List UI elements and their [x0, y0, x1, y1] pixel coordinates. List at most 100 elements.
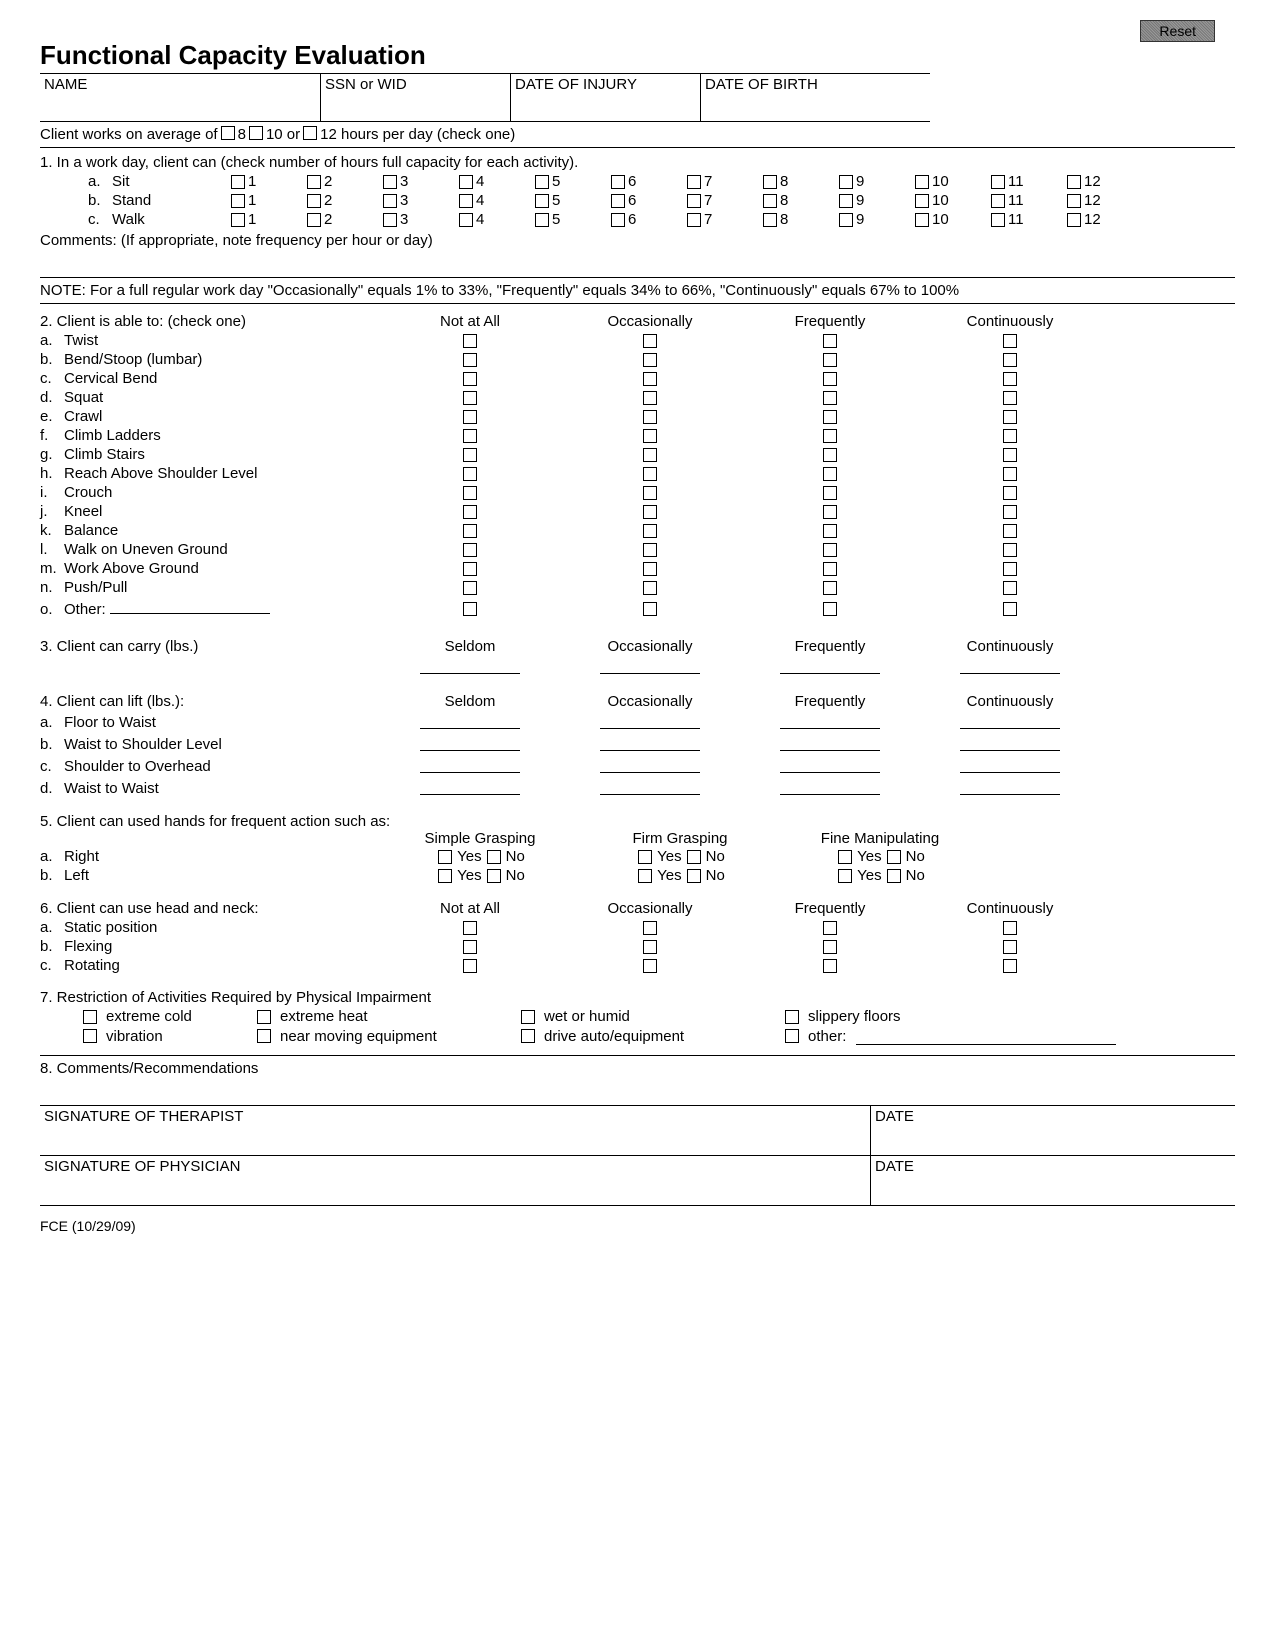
q1-stand-10[interactable]: [915, 194, 929, 208]
q2-2-chk-0[interactable]: [463, 372, 477, 386]
q6-0-chk-2[interactable]: [823, 921, 837, 935]
checkbox-12hr[interactable]: [303, 126, 317, 140]
q5-1-0-yes[interactable]: [438, 869, 452, 883]
q5-1-0-no[interactable]: [487, 869, 501, 883]
q2-5-chk-3[interactable]: [1003, 429, 1017, 443]
q4-3-input-0[interactable]: [420, 777, 520, 795]
q4-0-input-1[interactable]: [600, 711, 700, 729]
sig-therapist[interactable]: SIGNATURE OF THERAPIST: [40, 1106, 870, 1155]
q5-0-1-yes[interactable]: [638, 850, 652, 864]
q2-14-chk-1[interactable]: [643, 602, 657, 616]
q7-chk-vibration[interactable]: [83, 1029, 97, 1043]
q2-4-chk-1[interactable]: [643, 410, 657, 424]
q4-3-input-3[interactable]: [960, 777, 1060, 795]
checkbox-8hr[interactable]: [221, 126, 235, 140]
field-ssn[interactable]: SSN or WID: [320, 73, 510, 122]
q1-stand-7[interactable]: [687, 194, 701, 208]
q2-9-chk-3[interactable]: [1003, 505, 1017, 519]
q2-0-chk-2[interactable]: [823, 334, 837, 348]
q2-11-chk-3[interactable]: [1003, 543, 1017, 557]
q4-1-input-2[interactable]: [780, 733, 880, 751]
q4-1-input-0[interactable]: [420, 733, 520, 751]
q1-sit-6[interactable]: [611, 175, 625, 189]
q5-0-1-no[interactable]: [687, 850, 701, 864]
q1-sit-4[interactable]: [459, 175, 473, 189]
q7-other-input[interactable]: [856, 1027, 1116, 1045]
q2-3-chk-3[interactable]: [1003, 391, 1017, 405]
q5-0-2-no[interactable]: [887, 850, 901, 864]
q1-stand-9[interactable]: [839, 194, 853, 208]
q1-walk-9[interactable]: [839, 213, 853, 227]
q1-sit-12[interactable]: [1067, 175, 1081, 189]
q2-4-chk-2[interactable]: [823, 410, 837, 424]
q1-walk-6[interactable]: [611, 213, 625, 227]
q1-sit-9[interactable]: [839, 175, 853, 189]
q5-1-2-no[interactable]: [887, 869, 901, 883]
checkbox-10hr[interactable]: [249, 126, 263, 140]
q1-stand-3[interactable]: [383, 194, 397, 208]
q2-8-chk-2[interactable]: [823, 486, 837, 500]
q6-2-chk-3[interactable]: [1003, 959, 1017, 973]
q6-1-chk-0[interactable]: [463, 940, 477, 954]
q1-sit-11[interactable]: [991, 175, 1005, 189]
q2-13-chk-2[interactable]: [823, 581, 837, 595]
q1-sit-1[interactable]: [231, 175, 245, 189]
q2-13-chk-0[interactable]: [463, 581, 477, 595]
q2-5-chk-2[interactable]: [823, 429, 837, 443]
q1-sit-7[interactable]: [687, 175, 701, 189]
q4-0-input-0[interactable]: [420, 711, 520, 729]
q1-walk-11[interactable]: [991, 213, 1005, 227]
q1-walk-1[interactable]: [231, 213, 245, 227]
q2-0-chk-3[interactable]: [1003, 334, 1017, 348]
q6-2-chk-0[interactable]: [463, 959, 477, 973]
q6-0-chk-0[interactable]: [463, 921, 477, 935]
q1-stand-2[interactable]: [307, 194, 321, 208]
q2-4-chk-3[interactable]: [1003, 410, 1017, 424]
q2-11-chk-2[interactable]: [823, 543, 837, 557]
q5-1-1-no[interactable]: [687, 869, 701, 883]
q5-1-2-yes[interactable]: [838, 869, 852, 883]
q2-6-chk-0[interactable]: [463, 448, 477, 462]
q4-0-input-2[interactable]: [780, 711, 880, 729]
q1-stand-1[interactable]: [231, 194, 245, 208]
q2-other-input[interactable]: [110, 598, 270, 614]
q1-stand-6[interactable]: [611, 194, 625, 208]
q2-14-chk-0[interactable]: [463, 602, 477, 616]
q2-7-chk-3[interactable]: [1003, 467, 1017, 481]
q2-7-chk-1[interactable]: [643, 467, 657, 481]
q2-1-chk-3[interactable]: [1003, 353, 1017, 367]
q2-7-chk-0[interactable]: [463, 467, 477, 481]
q4-2-input-0[interactable]: [420, 755, 520, 773]
q2-1-chk-1[interactable]: [643, 353, 657, 367]
q1-stand-5[interactable]: [535, 194, 549, 208]
q2-5-chk-0[interactable]: [463, 429, 477, 443]
q7-chk-near moving equipment[interactable]: [257, 1029, 271, 1043]
q2-13-chk-1[interactable]: [643, 581, 657, 595]
q4-3-input-2[interactable]: [780, 777, 880, 795]
field-name[interactable]: NAME: [40, 73, 320, 122]
q2-9-chk-2[interactable]: [823, 505, 837, 519]
q2-3-chk-2[interactable]: [823, 391, 837, 405]
q5-0-0-no[interactable]: [487, 850, 501, 864]
q1-sit-10[interactable]: [915, 175, 929, 189]
field-dob[interactable]: DATE OF BIRTH: [700, 73, 930, 122]
q7-chk-extreme cold[interactable]: [83, 1010, 97, 1024]
q1-walk-2[interactable]: [307, 213, 321, 227]
q2-10-chk-3[interactable]: [1003, 524, 1017, 538]
q2-10-chk-0[interactable]: [463, 524, 477, 538]
sig-physician-date[interactable]: DATE: [870, 1156, 1235, 1205]
q2-9-chk-1[interactable]: [643, 505, 657, 519]
q2-8-chk-3[interactable]: [1003, 486, 1017, 500]
q2-14-chk-2[interactable]: [823, 602, 837, 616]
q1-stand-4[interactable]: [459, 194, 473, 208]
q6-0-chk-3[interactable]: [1003, 921, 1017, 935]
q7-chk-slippery floors[interactable]: [785, 1010, 799, 1024]
q7-chk-wet or humid[interactable]: [521, 1010, 535, 1024]
q2-6-chk-3[interactable]: [1003, 448, 1017, 462]
q2-6-chk-1[interactable]: [643, 448, 657, 462]
q1-walk-5[interactable]: [535, 213, 549, 227]
q6-2-chk-2[interactable]: [823, 959, 837, 973]
q3-input-freq[interactable]: [780, 656, 880, 674]
q5-1-1-yes[interactable]: [638, 869, 652, 883]
q2-12-chk-3[interactable]: [1003, 562, 1017, 576]
